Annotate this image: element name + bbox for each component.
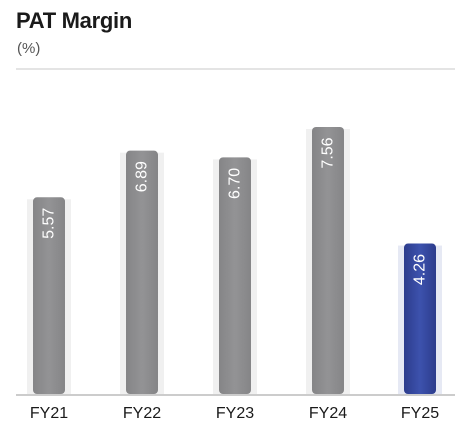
tick-label-fy22: FY22 [123, 405, 161, 422]
bar-fy24 [312, 127, 344, 394]
bar-fy25 [404, 243, 436, 394]
chart-title: PAT Margin [16, 8, 132, 33]
tick-labels-layer: FY21 FY22 FY23 FY24 FY25 [30, 405, 439, 422]
tick-label-fy25: FY25 [401, 405, 439, 422]
bars-layer: 5.57 6.89 6.70 7.56 4.26 [27, 127, 442, 394]
tick-label-fy23: FY23 [216, 405, 254, 422]
tick-label-fy24: FY24 [309, 405, 347, 422]
bar-fy23 [219, 157, 251, 394]
tick-label-fy21: FY21 [30, 405, 68, 422]
bar-fy21 [33, 197, 65, 394]
value-label-fy25: 4.26 [412, 254, 429, 285]
chart-subtitle: (%) [17, 40, 41, 57]
value-label-fy21: 5.57 [41, 208, 58, 239]
value-label-fy23: 6.70 [227, 168, 244, 199]
value-label-fy22: 6.89 [134, 161, 151, 192]
value-label-fy24: 7.56 [320, 137, 337, 168]
bar-fy22 [126, 150, 158, 394]
